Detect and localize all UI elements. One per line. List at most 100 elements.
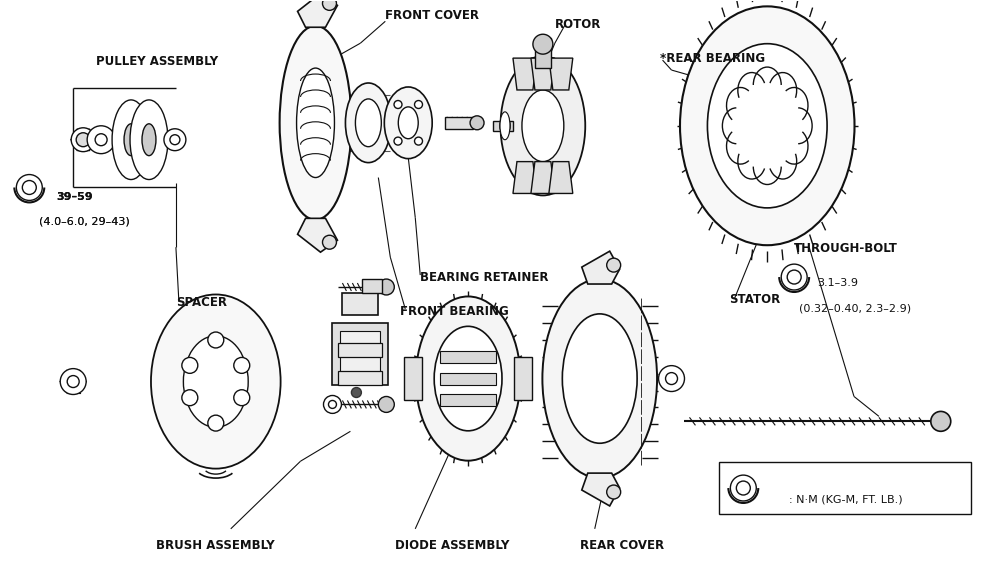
Bar: [440, 373, 496, 384]
Bar: [340, 331, 380, 379]
Circle shape: [659, 366, 684, 392]
Text: *REAR BEARING: *REAR BEARING: [660, 53, 765, 65]
Polygon shape: [531, 162, 555, 193]
Text: ROTOR: ROTOR: [555, 18, 601, 31]
Circle shape: [787, 270, 801, 284]
Circle shape: [394, 137, 402, 145]
Circle shape: [71, 128, 95, 152]
Text: 3.1–3.9: 3.1–3.9: [817, 278, 858, 288]
Circle shape: [22, 181, 36, 194]
Ellipse shape: [562, 314, 637, 443]
Polygon shape: [298, 0, 337, 27]
Polygon shape: [298, 218, 337, 252]
Bar: [440, 351, 496, 362]
Bar: [514, 357, 532, 400]
Ellipse shape: [542, 279, 657, 478]
Text: PULLEY ASSEMBLY: PULLEY ASSEMBLY: [96, 55, 218, 68]
Text: BRUSH ASSEMBLY: BRUSH ASSEMBLY: [156, 539, 275, 552]
Polygon shape: [582, 251, 620, 284]
Text: FRONT COVER: FRONT COVER: [385, 9, 479, 23]
Circle shape: [323, 395, 341, 413]
Ellipse shape: [142, 124, 156, 156]
Polygon shape: [513, 162, 537, 193]
Circle shape: [378, 396, 394, 413]
Ellipse shape: [183, 336, 248, 428]
Ellipse shape: [500, 56, 585, 196]
Ellipse shape: [680, 6, 855, 245]
Ellipse shape: [500, 116, 510, 136]
Circle shape: [415, 137, 423, 145]
Ellipse shape: [416, 297, 520, 460]
Bar: [445, 117, 473, 129]
Circle shape: [234, 357, 250, 373]
Text: REAR COVER: REAR COVER: [580, 539, 664, 552]
Bar: [404, 357, 422, 400]
Ellipse shape: [522, 90, 564, 162]
Circle shape: [415, 100, 423, 108]
Circle shape: [607, 485, 621, 499]
Bar: [493, 121, 513, 131]
Circle shape: [736, 481, 750, 495]
Text: STATOR: STATOR: [729, 294, 781, 306]
Bar: [338, 370, 382, 384]
Polygon shape: [531, 58, 555, 90]
Text: : N·M (KG-M, FT. LB.): : N·M (KG-M, FT. LB.): [789, 494, 903, 504]
Text: 39–59: 39–59: [56, 192, 93, 201]
Circle shape: [67, 376, 79, 388]
Bar: [535, 38, 551, 68]
Text: (4.0–6.0, 29–43): (4.0–6.0, 29–43): [39, 216, 130, 226]
Text: SPACER: SPACER: [176, 297, 227, 309]
Circle shape: [208, 332, 224, 348]
Ellipse shape: [384, 87, 432, 159]
Circle shape: [95, 134, 107, 145]
Circle shape: [234, 389, 250, 406]
Bar: [440, 395, 496, 406]
Polygon shape: [513, 58, 537, 90]
Circle shape: [607, 258, 621, 272]
Ellipse shape: [345, 83, 391, 163]
Ellipse shape: [500, 112, 510, 140]
Bar: [342, 293, 378, 315]
Ellipse shape: [130, 100, 168, 179]
Circle shape: [351, 388, 361, 398]
Text: (0.32–0.40, 2.3–2.9): (0.32–0.40, 2.3–2.9): [799, 304, 911, 313]
Bar: [332, 323, 388, 384]
Ellipse shape: [500, 114, 510, 138]
Circle shape: [666, 373, 678, 384]
Text: DIODE ASSEMBLY: DIODE ASSEMBLY: [395, 539, 510, 552]
Circle shape: [730, 475, 756, 501]
Circle shape: [322, 0, 336, 10]
Circle shape: [378, 279, 394, 295]
Circle shape: [60, 369, 86, 395]
Circle shape: [87, 126, 115, 153]
Polygon shape: [582, 473, 620, 506]
Circle shape: [470, 116, 484, 130]
Text: BEARING RETAINER: BEARING RETAINER: [420, 271, 549, 283]
Bar: [362, 279, 382, 293]
Ellipse shape: [124, 124, 138, 156]
Circle shape: [533, 34, 553, 54]
Text: THROUGH-BOLT: THROUGH-BOLT: [794, 242, 898, 255]
Ellipse shape: [707, 44, 827, 208]
Bar: [338, 343, 382, 357]
Polygon shape: [549, 162, 573, 193]
Circle shape: [16, 175, 42, 200]
Circle shape: [76, 133, 90, 147]
Text: 39–59: 39–59: [56, 192, 93, 201]
Circle shape: [182, 389, 198, 406]
Circle shape: [182, 357, 198, 373]
Circle shape: [931, 411, 951, 432]
Ellipse shape: [434, 327, 502, 431]
Circle shape: [322, 235, 336, 249]
Circle shape: [781, 264, 807, 290]
Ellipse shape: [398, 107, 418, 138]
Ellipse shape: [151, 294, 281, 469]
Ellipse shape: [112, 100, 150, 179]
Text: (4.0–6.0, 29–43): (4.0–6.0, 29–43): [39, 216, 130, 226]
Text: FRONT BEARING: FRONT BEARING: [400, 305, 509, 318]
Circle shape: [164, 129, 186, 151]
Ellipse shape: [297, 68, 334, 178]
Polygon shape: [549, 58, 573, 90]
Circle shape: [394, 100, 402, 108]
Ellipse shape: [280, 26, 351, 220]
